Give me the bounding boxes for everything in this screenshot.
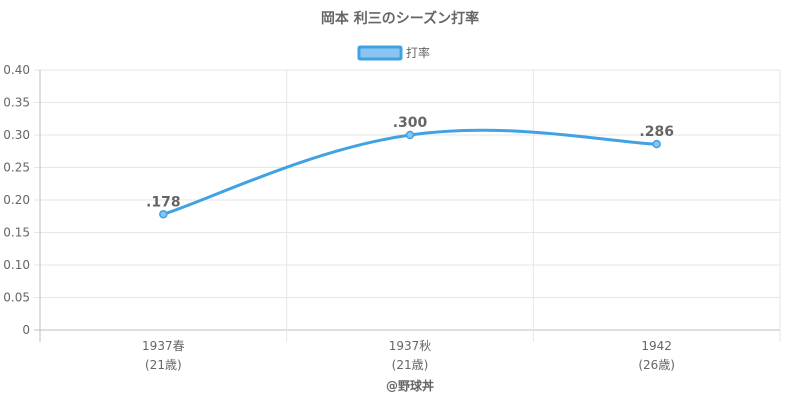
- y-tick-label: 0.25: [3, 161, 30, 175]
- y-tick-label: 0.35: [3, 96, 30, 110]
- x-tick-label: 1937春: [142, 339, 185, 353]
- grid: [34, 69, 781, 342]
- y-tick-label: 0.40: [3, 63, 30, 77]
- x-tick-sublabel: (26歳): [638, 358, 675, 372]
- data-label: .300: [393, 115, 428, 131]
- data-point[interactable]: [405, 130, 415, 140]
- data-label: .286: [639, 124, 674, 140]
- y-tick-label: 0.15: [3, 226, 30, 240]
- axes: 0 0.05 0.10 0.15 0.20 0.25 0.30 0.35 0.40 1937春 (2…: [3, 63, 675, 372]
- legend[interactable]: 打率: [357, 45, 430, 61]
- x-tick-label: 1942: [641, 339, 672, 353]
- x-tick-label: 1937秋: [389, 339, 432, 353]
- x-tick-sublabel: (21歳): [145, 358, 182, 372]
- y-tick-label: 0.10: [3, 258, 30, 272]
- data-label: .178: [146, 194, 181, 210]
- y-tick-label: 0: [22, 323, 30, 337]
- data-labels: .178 .300 .286: [146, 115, 674, 210]
- y-tick-label: 0.20: [3, 193, 30, 207]
- legend-swatch: [357, 45, 403, 61]
- y-tick-label: 0.30: [3, 128, 30, 142]
- x-tick-sublabel: (21歳): [392, 358, 429, 372]
- chart-title: 岡本 利三のシーズン打率: [321, 10, 479, 27]
- legend-label: 打率: [406, 45, 430, 60]
- data-point[interactable]: [159, 210, 168, 219]
- credit-label: @野球丼: [386, 378, 434, 393]
- y-tick-label: 0.05: [3, 291, 30, 305]
- series-layer: [159, 128, 661, 219]
- series-line: [162, 128, 657, 216]
- data-point[interactable]: [652, 139, 661, 149]
